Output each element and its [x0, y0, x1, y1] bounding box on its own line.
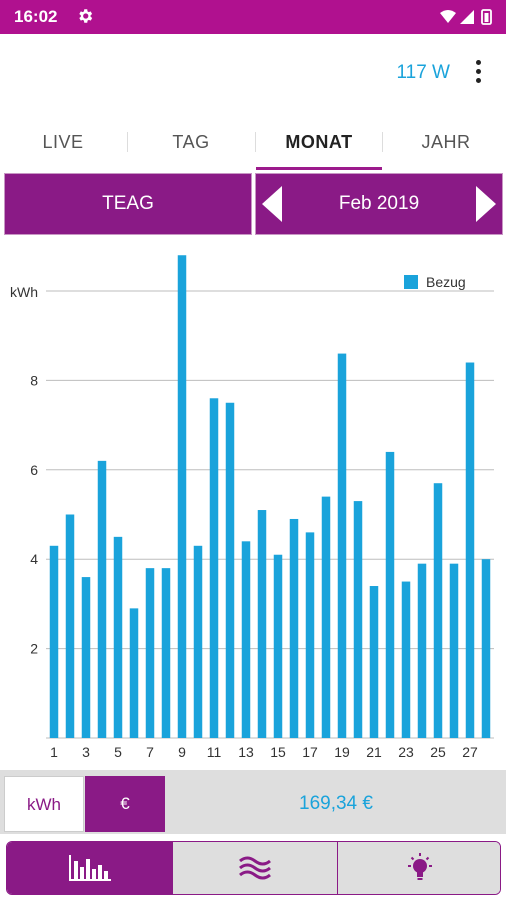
bar: [145, 568, 155, 738]
bar: [369, 586, 379, 738]
legend-label: Bezug: [426, 274, 466, 290]
tab-monat[interactable]: MONAT: [256, 122, 382, 170]
bar: [97, 460, 107, 738]
bar: [401, 581, 411, 738]
period-selector: Feb 2019: [255, 173, 503, 235]
nav-wave-button[interactable]: [172, 842, 337, 894]
x-tick-label: 3: [82, 744, 90, 760]
provider-label: TEAG: [102, 193, 154, 214]
summary-bar: kWh € 169,34 €: [0, 770, 506, 834]
bar: [465, 362, 475, 738]
x-tick-label: 27: [462, 744, 478, 760]
wifi-icon: [440, 10, 456, 23]
signal-icon: [460, 10, 474, 24]
x-tick-label: 15: [270, 744, 286, 760]
bar: [209, 398, 219, 738]
y-tick-label: 8: [30, 372, 38, 388]
x-tick-label: 17: [302, 744, 318, 760]
bottom-nav: [6, 841, 501, 895]
bar: [433, 483, 443, 738]
y-tick-label: 6: [30, 462, 38, 478]
bar: [49, 545, 59, 738]
bar: [305, 532, 315, 738]
bar-chart-icon: [68, 855, 111, 881]
status-icons: [440, 9, 492, 25]
bar: [241, 541, 251, 738]
status-time: 16:02: [14, 7, 58, 26]
bar: [321, 496, 331, 738]
bar: [273, 554, 283, 738]
x-tick-label: 5: [114, 744, 122, 760]
x-tick-label: 19: [334, 744, 350, 760]
app-bar: 117 W: [0, 34, 506, 114]
period-tabs: LIVE TAG MONAT JAHR: [0, 122, 506, 170]
x-tick-label: 13: [238, 744, 254, 760]
nav-bulb-button[interactable]: [337, 842, 500, 894]
chevron-left-icon[interactable]: [260, 184, 284, 224]
tab-jahr[interactable]: JAHR: [421, 132, 471, 152]
x-tick-label: 9: [178, 744, 186, 760]
bar: [449, 563, 459, 738]
power-reading: 117 W: [396, 62, 450, 83]
lightbulb-icon: [408, 853, 432, 880]
x-tick-label: 11: [207, 744, 222, 760]
x-tick-label: 25: [430, 744, 446, 760]
total-cost: 169,34 €: [166, 776, 506, 832]
tab-divider: [382, 132, 383, 152]
bar: [225, 402, 235, 738]
consumption-chart: 2 4 6 8 1 3 5 7 9 11 13 15 17 19 21 23 25 27 kWh Bezug: [0, 240, 506, 765]
provider-selector[interactable]: TEAG: [4, 173, 252, 235]
y-tick-label: 2: [30, 641, 38, 657]
gear-icon: [79, 9, 93, 23]
y-axis-label: kWh: [10, 284, 38, 300]
tab-live[interactable]: LIVE: [42, 132, 84, 152]
tab-divider: [255, 132, 256, 152]
legend-swatch: [404, 275, 418, 289]
bar: [65, 514, 75, 738]
bar: [161, 568, 171, 738]
x-tick-label: 21: [366, 744, 382, 760]
y-tick-label: 4: [30, 551, 38, 567]
battery-icon: [481, 9, 492, 25]
nav-chart-button[interactable]: [7, 842, 172, 894]
bar: [81, 577, 91, 738]
tab-tag[interactable]: TAG: [172, 132, 210, 152]
x-tick-label: 1: [50, 744, 58, 760]
x-tick-label: 7: [146, 744, 154, 760]
unit-euro-button[interactable]: €: [85, 776, 165, 832]
x-tick-label: 23: [398, 744, 414, 760]
unit-kwh-button[interactable]: kWh: [4, 776, 84, 832]
legend: Bezug: [404, 274, 466, 290]
status-bar: 16:02: [0, 0, 506, 34]
period-label: Feb 2019: [338, 193, 420, 214]
bar: [353, 501, 363, 738]
bar: [337, 353, 347, 738]
bar: [257, 510, 267, 738]
more-vert-icon[interactable]: [470, 60, 486, 88]
chevron-right-icon[interactable]: [474, 184, 498, 224]
bar: [177, 255, 187, 739]
bar: [129, 608, 139, 738]
bar: [289, 518, 299, 738]
wave-icon: [239, 856, 271, 880]
bar: [193, 545, 203, 738]
bar: [481, 559, 491, 738]
bar: [417, 563, 427, 738]
bar: [113, 536, 123, 738]
tab-divider: [127, 132, 128, 152]
bar: [385, 451, 395, 738]
